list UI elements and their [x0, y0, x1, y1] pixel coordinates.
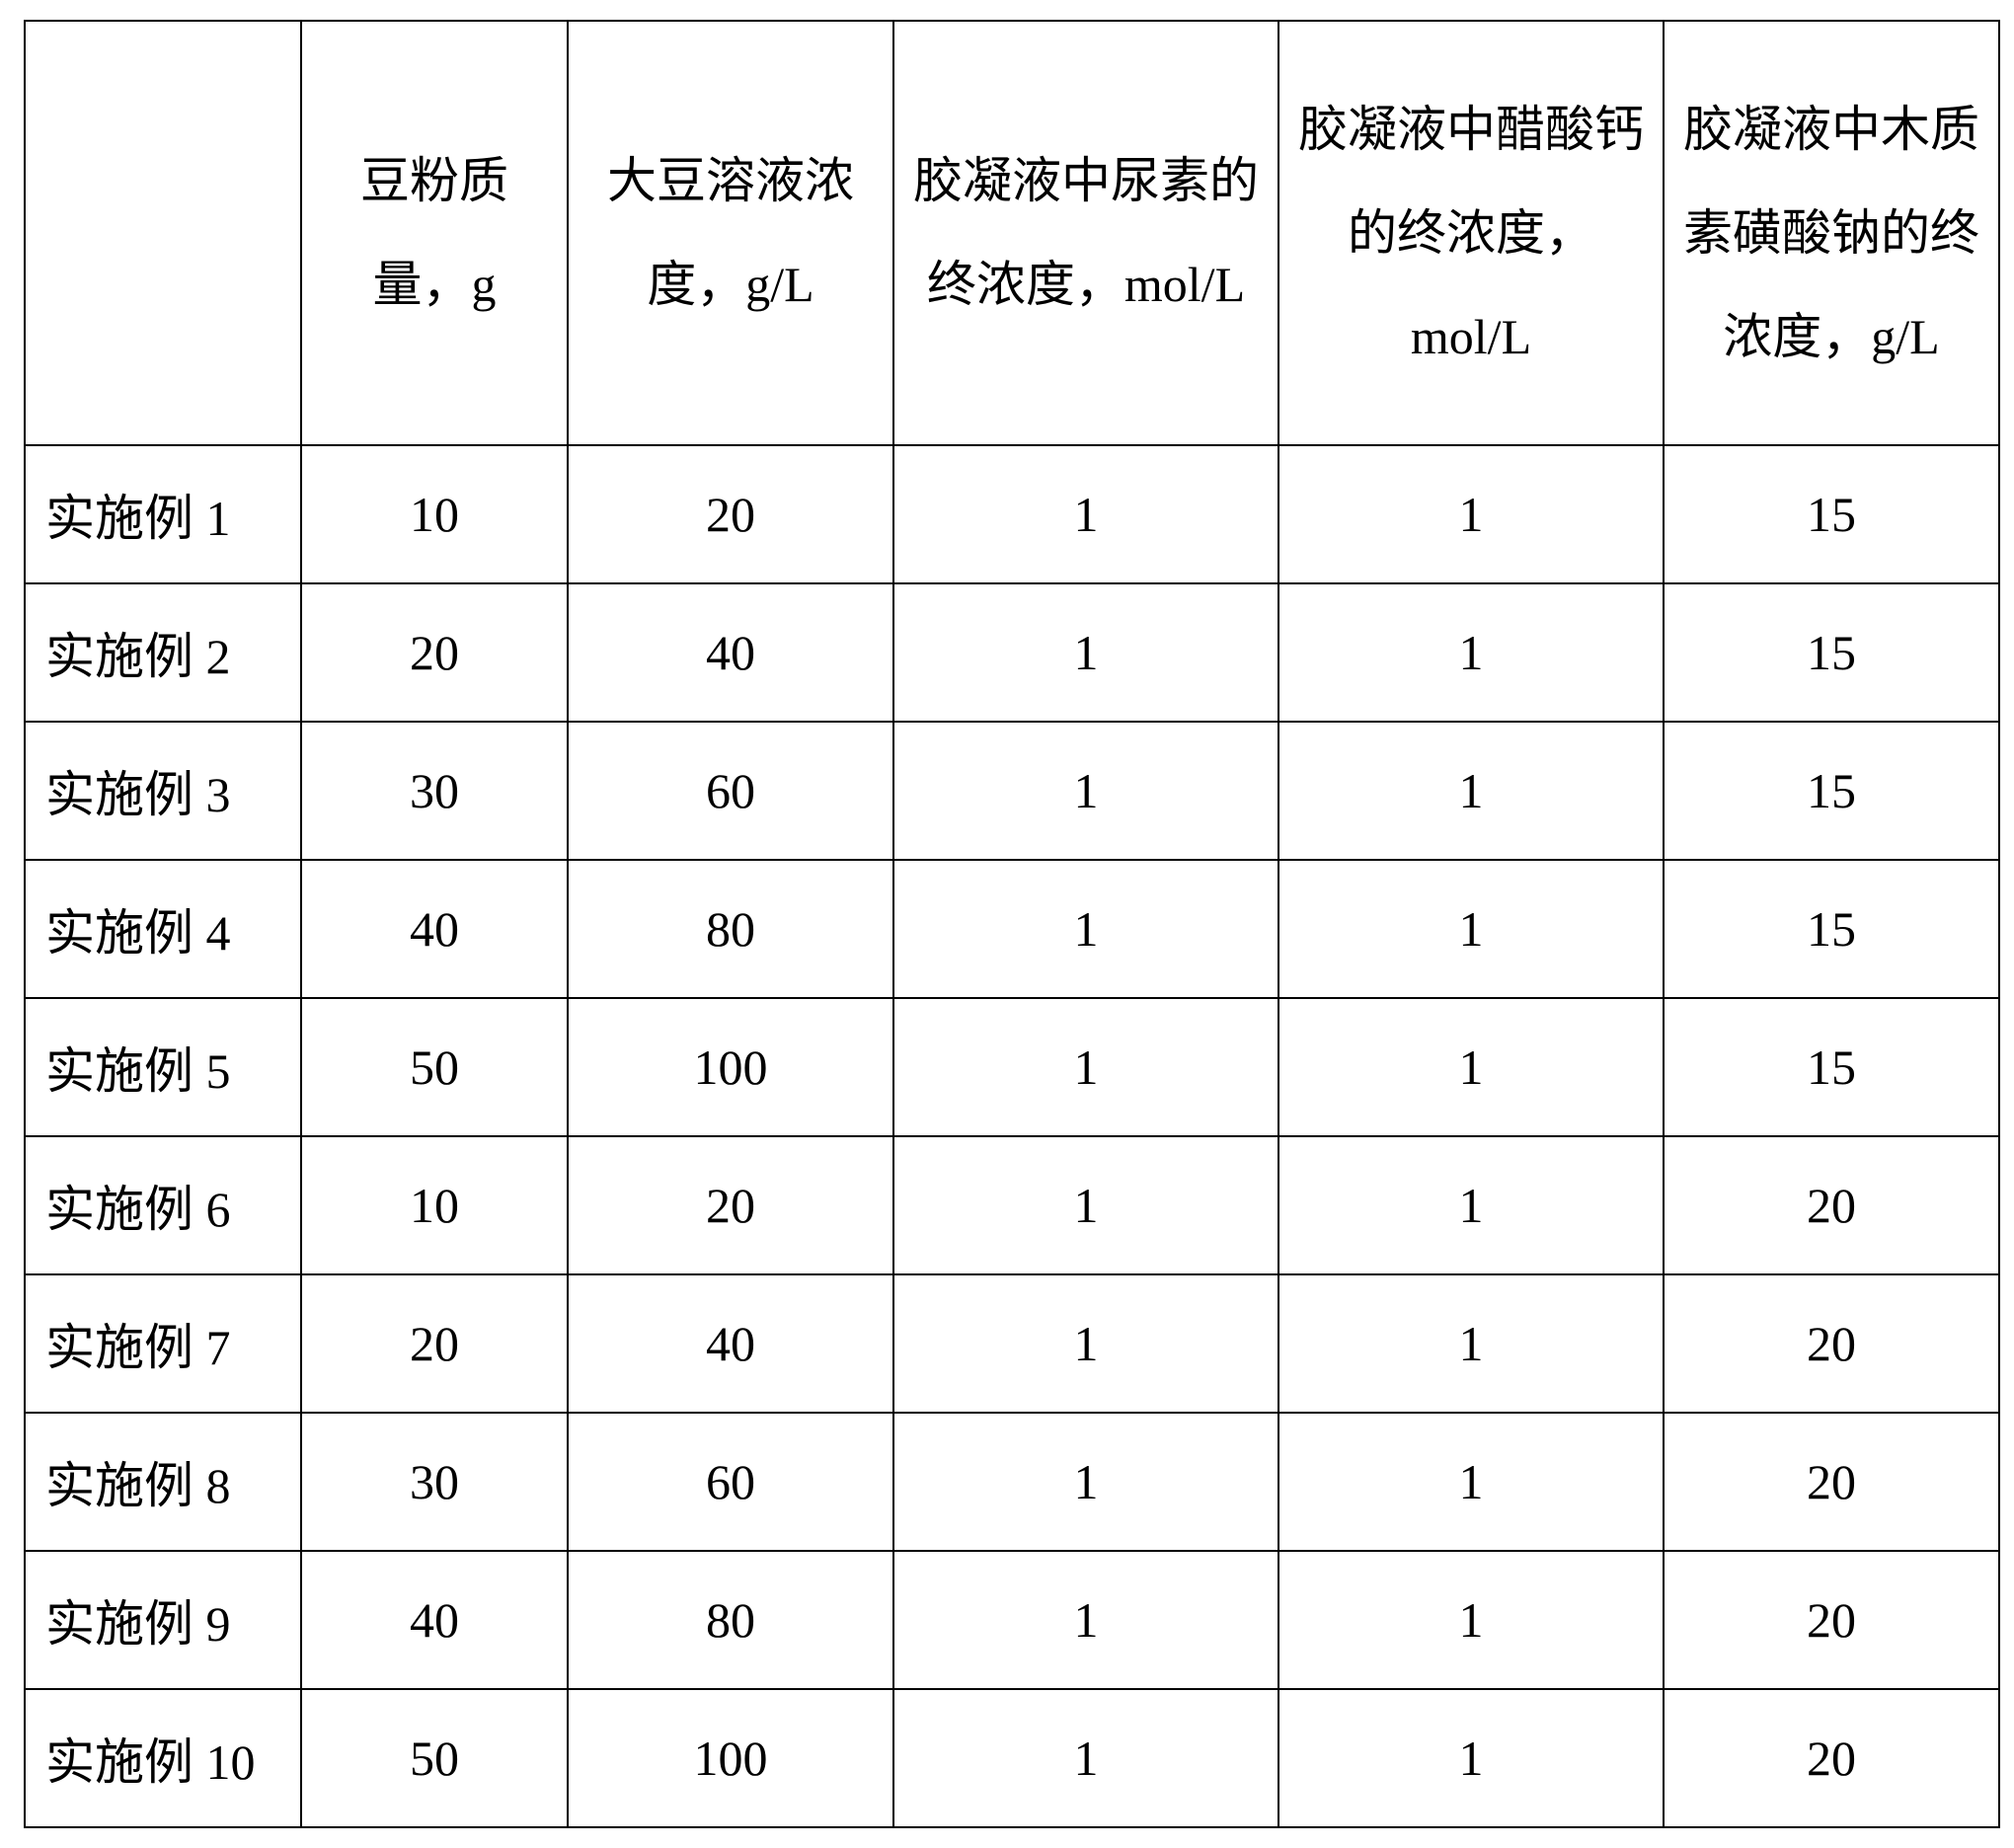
cell: 50	[301, 1689, 568, 1827]
cell: 1	[893, 860, 1278, 998]
cell: 1	[1278, 1551, 1664, 1689]
cell: 1	[1278, 1136, 1664, 1274]
cell: 15	[1664, 722, 1999, 860]
row-label: 实施例 8	[25, 1413, 301, 1551]
table-row: 实施例 8 30 60 1 1 20	[25, 1413, 1999, 1551]
cell: 50	[301, 998, 568, 1136]
cell: 80	[568, 860, 893, 998]
cell: 100	[568, 998, 893, 1136]
cell: 20	[1664, 1274, 1999, 1413]
table-row: 实施例 7 20 40 1 1 20	[25, 1274, 1999, 1413]
cell: 10	[301, 1136, 568, 1274]
page-wrap: 豆粉质量，g 大豆溶液浓度，g/L 胶凝液中尿素的终浓度，mol/L 胶凝液中醋…	[0, 0, 2014, 1848]
cell: 1	[893, 1551, 1278, 1689]
cell: 1	[893, 445, 1278, 583]
row-label: 实施例 1	[25, 445, 301, 583]
cell: 1	[893, 1136, 1278, 1274]
cell: 20	[1664, 1689, 1999, 1827]
cell: 1	[1278, 722, 1664, 860]
cell: 80	[568, 1551, 893, 1689]
cell: 40	[301, 1551, 568, 1689]
cell: 1	[893, 1689, 1278, 1827]
cell: 15	[1664, 445, 1999, 583]
table-row: 实施例 1 10 20 1 1 15	[25, 445, 1999, 583]
cell: 60	[568, 1413, 893, 1551]
table-row: 实施例 2 20 40 1 1 15	[25, 583, 1999, 722]
row-label: 实施例 3	[25, 722, 301, 860]
cell: 20	[301, 1274, 568, 1413]
cell: 1	[893, 1413, 1278, 1551]
cell: 20	[568, 445, 893, 583]
cell: 15	[1664, 998, 1999, 1136]
row-label: 实施例 6	[25, 1136, 301, 1274]
cell: 15	[1664, 583, 1999, 722]
cell: 1	[1278, 1274, 1664, 1413]
col-header-5: 胶凝液中木质素磺酸钠的终浓度，g/L	[1664, 21, 1999, 445]
row-label: 实施例 10	[25, 1689, 301, 1827]
row-label: 实施例 5	[25, 998, 301, 1136]
cell: 1	[893, 722, 1278, 860]
cell: 1	[1278, 583, 1664, 722]
cell: 15	[1664, 860, 1999, 998]
cell: 40	[568, 1274, 893, 1413]
cell: 1	[1278, 998, 1664, 1136]
cell: 1	[893, 583, 1278, 722]
table-row: 实施例 3 30 60 1 1 15	[25, 722, 1999, 860]
cell: 20	[1664, 1136, 1999, 1274]
cell: 1	[1278, 445, 1664, 583]
table-row: 实施例 5 50 100 1 1 15	[25, 998, 1999, 1136]
row-label: 实施例 2	[25, 583, 301, 722]
table-row: 实施例 6 10 20 1 1 20	[25, 1136, 1999, 1274]
row-label: 实施例 9	[25, 1551, 301, 1689]
cell: 1	[1278, 1689, 1664, 1827]
col-header-4: 胶凝液中醋酸钙的终浓度，mol/L	[1278, 21, 1664, 445]
cell: 30	[301, 722, 568, 860]
cell: 20	[301, 583, 568, 722]
cell: 1	[1278, 1413, 1664, 1551]
cell: 1	[893, 1274, 1278, 1413]
row-label: 实施例 4	[25, 860, 301, 998]
table-row: 实施例 4 40 80 1 1 15	[25, 860, 1999, 998]
cell: 100	[568, 1689, 893, 1827]
cell: 20	[1664, 1413, 1999, 1551]
row-label: 实施例 7	[25, 1274, 301, 1413]
col-header-1: 豆粉质量，g	[301, 21, 568, 445]
cell: 10	[301, 445, 568, 583]
cell: 40	[568, 583, 893, 722]
table-row: 实施例 10 50 100 1 1 20	[25, 1689, 1999, 1827]
cell: 30	[301, 1413, 568, 1551]
col-header-0	[25, 21, 301, 445]
col-header-2: 大豆溶液浓度，g/L	[568, 21, 893, 445]
table-header-row: 豆粉质量，g 大豆溶液浓度，g/L 胶凝液中尿素的终浓度，mol/L 胶凝液中醋…	[25, 21, 1999, 445]
table-header: 豆粉质量，g 大豆溶液浓度，g/L 胶凝液中尿素的终浓度，mol/L 胶凝液中醋…	[25, 21, 1999, 445]
cell: 1	[893, 998, 1278, 1136]
cell: 20	[1664, 1551, 1999, 1689]
cell: 1	[1278, 860, 1664, 998]
cell: 60	[568, 722, 893, 860]
data-table: 豆粉质量，g 大豆溶液浓度，g/L 胶凝液中尿素的终浓度，mol/L 胶凝液中醋…	[24, 20, 2000, 1828]
table-body: 实施例 1 10 20 1 1 15 实施例 2 20 40 1 1 15 实施…	[25, 445, 1999, 1827]
cell: 40	[301, 860, 568, 998]
cell: 20	[568, 1136, 893, 1274]
col-header-3: 胶凝液中尿素的终浓度，mol/L	[893, 21, 1278, 445]
table-row: 实施例 9 40 80 1 1 20	[25, 1551, 1999, 1689]
